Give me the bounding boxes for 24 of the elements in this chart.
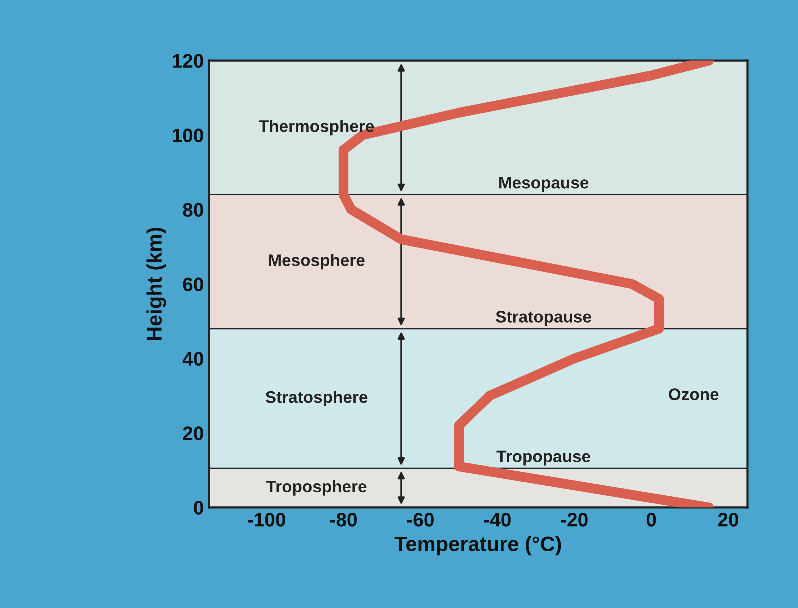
x-axis-title: Temperature (°C) xyxy=(394,536,562,556)
x-tick-label: -80 xyxy=(330,513,357,527)
y-tick-label: 20 xyxy=(183,426,204,440)
annotation: Ozone xyxy=(669,388,719,400)
x-tick-label: -60 xyxy=(407,513,434,527)
y-axis-title: Height (km) xyxy=(146,228,166,340)
band-label: Thermosphere xyxy=(259,120,374,136)
y-tick-label: 40 xyxy=(182,352,204,366)
x-tick-label: 20 xyxy=(718,513,739,527)
ref-line-label: Stratopause xyxy=(496,311,592,326)
y-tick-label: 120 xyxy=(173,54,204,68)
band-label: Troposphere xyxy=(266,480,367,496)
band-label: Stratosphere xyxy=(266,390,368,407)
x-tick-label: 0 xyxy=(646,513,656,527)
ref-line-label: Tropopause xyxy=(496,450,590,466)
x-tick-label: -100 xyxy=(248,513,286,527)
y-tick-label: 60 xyxy=(183,278,204,292)
y-tick-label: 80 xyxy=(183,203,204,217)
ref-line-label: Mesopause xyxy=(500,177,589,192)
x-tick-label: -20 xyxy=(561,513,588,527)
band-label: Mesosphere xyxy=(269,254,365,270)
x-tick-label: -40 xyxy=(484,513,511,527)
y-tick-label: 0 xyxy=(194,501,204,515)
y-tick-label: 100 xyxy=(173,128,204,143)
